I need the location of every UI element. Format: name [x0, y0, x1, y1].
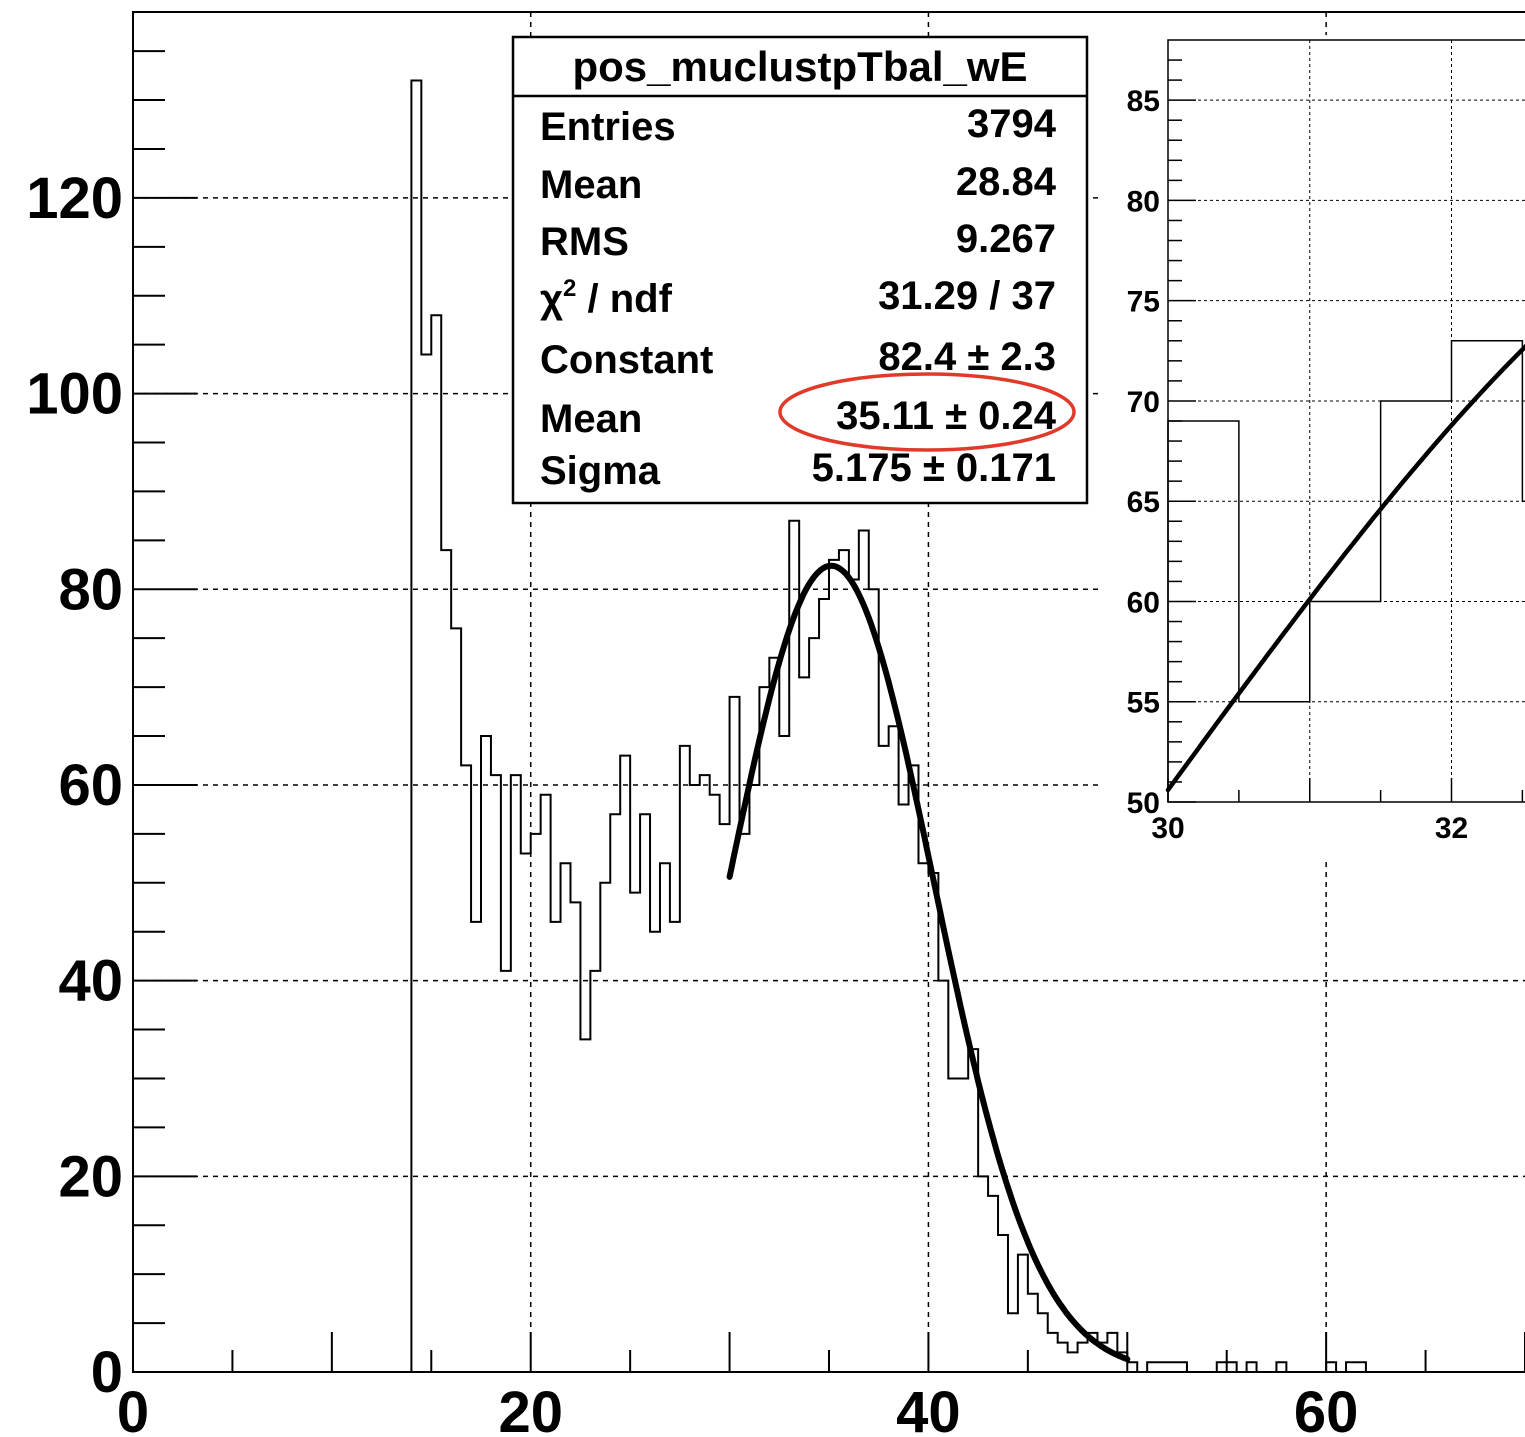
y-tick-label: 0 [91, 1340, 123, 1405]
gaussian-fit-curve [726, 562, 1131, 1363]
stats-row: Mean 28.84 [540, 160, 1057, 207]
main-axis-ticks [132, 50, 1525, 1373]
stats-row-value: 28.84 [956, 160, 1057, 204]
stats-row-label: Constant [540, 338, 713, 382]
inset-y-tick-label: 55 [1127, 687, 1160, 720]
inset-y-tick-label: 80 [1127, 185, 1160, 218]
stats-row-label: Mean [540, 397, 642, 441]
chi-rest: / ndf [576, 277, 672, 321]
inset-y-tick-label: 65 [1127, 486, 1160, 519]
stats-box-title: pos_muclustpTbal_wE [572, 43, 1027, 90]
inset-y-tick-label: 50 [1127, 787, 1160, 820]
chi-superscript: 2 [563, 275, 576, 302]
stats-row-label: Sigma [540, 449, 661, 493]
inset-background [1098, 35, 1525, 857]
stats-row-label: Mean [540, 163, 642, 207]
stats-row-label: χ2 / ndf [540, 275, 673, 321]
inset-x-tick-label: 30 [1151, 812, 1184, 845]
y-tick-label: 40 [58, 949, 123, 1014]
x-tick-label: 0 [117, 1380, 149, 1437]
main-plot-frame [132, 11, 1525, 1373]
inset-grid [1168, 40, 1525, 802]
inset-histogram-line [1167, 340, 1525, 802]
stats-row: χ2 / ndf 31.29 / 37 [540, 274, 1056, 321]
stats-row: RMS 9.267 [540, 217, 1056, 264]
stats-row-label: Entries [540, 105, 676, 149]
stats-row-value: 3794 [967, 102, 1057, 146]
inset-plot-frame [1167, 39, 1525, 803]
chi-symbol: χ [540, 277, 563, 321]
inset-x-tick-label: 32 [1435, 812, 1468, 845]
inset-y-tick-label: 85 [1127, 85, 1160, 118]
y-tick-label: 100 [26, 362, 123, 427]
main-axis-tick-labels: 0 20 40 60 0 20 40 60 80 100 120 [26, 166, 1358, 1437]
stats-box-rows: Entries 3794 Mean 28.84 RMS 9.267 χ2 / ndf 31.2… [540, 102, 1057, 493]
inset-y-tick-label: 70 [1127, 386, 1160, 419]
inset-plot: 30 32 50 55 60 65 70 75 80 85 [1098, 35, 1525, 857]
stats-row-value: 35.11 ± 0.24 [836, 394, 1057, 438]
x-tick-label: 20 [498, 1380, 563, 1437]
stats-row-value: 5.175 ± 0.171 [812, 446, 1056, 490]
inset-y-tick-label: 60 [1127, 586, 1160, 619]
main-histogram-line [410, 79, 1367, 1373]
x-tick-label: 40 [896, 1380, 961, 1437]
stats-row-value: 9.267 [956, 217, 1056, 261]
y-tick-label: 60 [58, 753, 123, 818]
y-tick-label: 80 [58, 557, 123, 622]
stats-row: Sigma 5.175 ± 0.171 [540, 446, 1056, 493]
stats-row-value: 31.29 / 37 [878, 274, 1056, 318]
stats-row: Mean 35.11 ± 0.24 [540, 394, 1057, 441]
stats-row: Constant 82.4 ± 2.3 [540, 335, 1056, 382]
mean-highlight-ellipse [778, 372, 1076, 452]
stats-box: pos_muclustpTbal_wE Entries 3794 Mean 28.84… [511, 35, 1089, 505]
stats-row: Entries 3794 [540, 102, 1057, 149]
stats-row-label: RMS [540, 220, 629, 264]
stats-box-frame [511, 35, 1089, 505]
stats-row-value: 82.4 ± 2.3 [878, 335, 1056, 379]
x-tick-label: 60 [1294, 1380, 1359, 1437]
inset-axis-tick-labels: 30 32 50 55 60 65 70 75 80 85 [1127, 85, 1469, 845]
y-tick-label: 20 [58, 1144, 123, 1209]
inset-fit-curve [1165, 343, 1525, 793]
inset-y-tick-label: 75 [1127, 286, 1160, 319]
y-tick-label: 120 [26, 166, 123, 231]
